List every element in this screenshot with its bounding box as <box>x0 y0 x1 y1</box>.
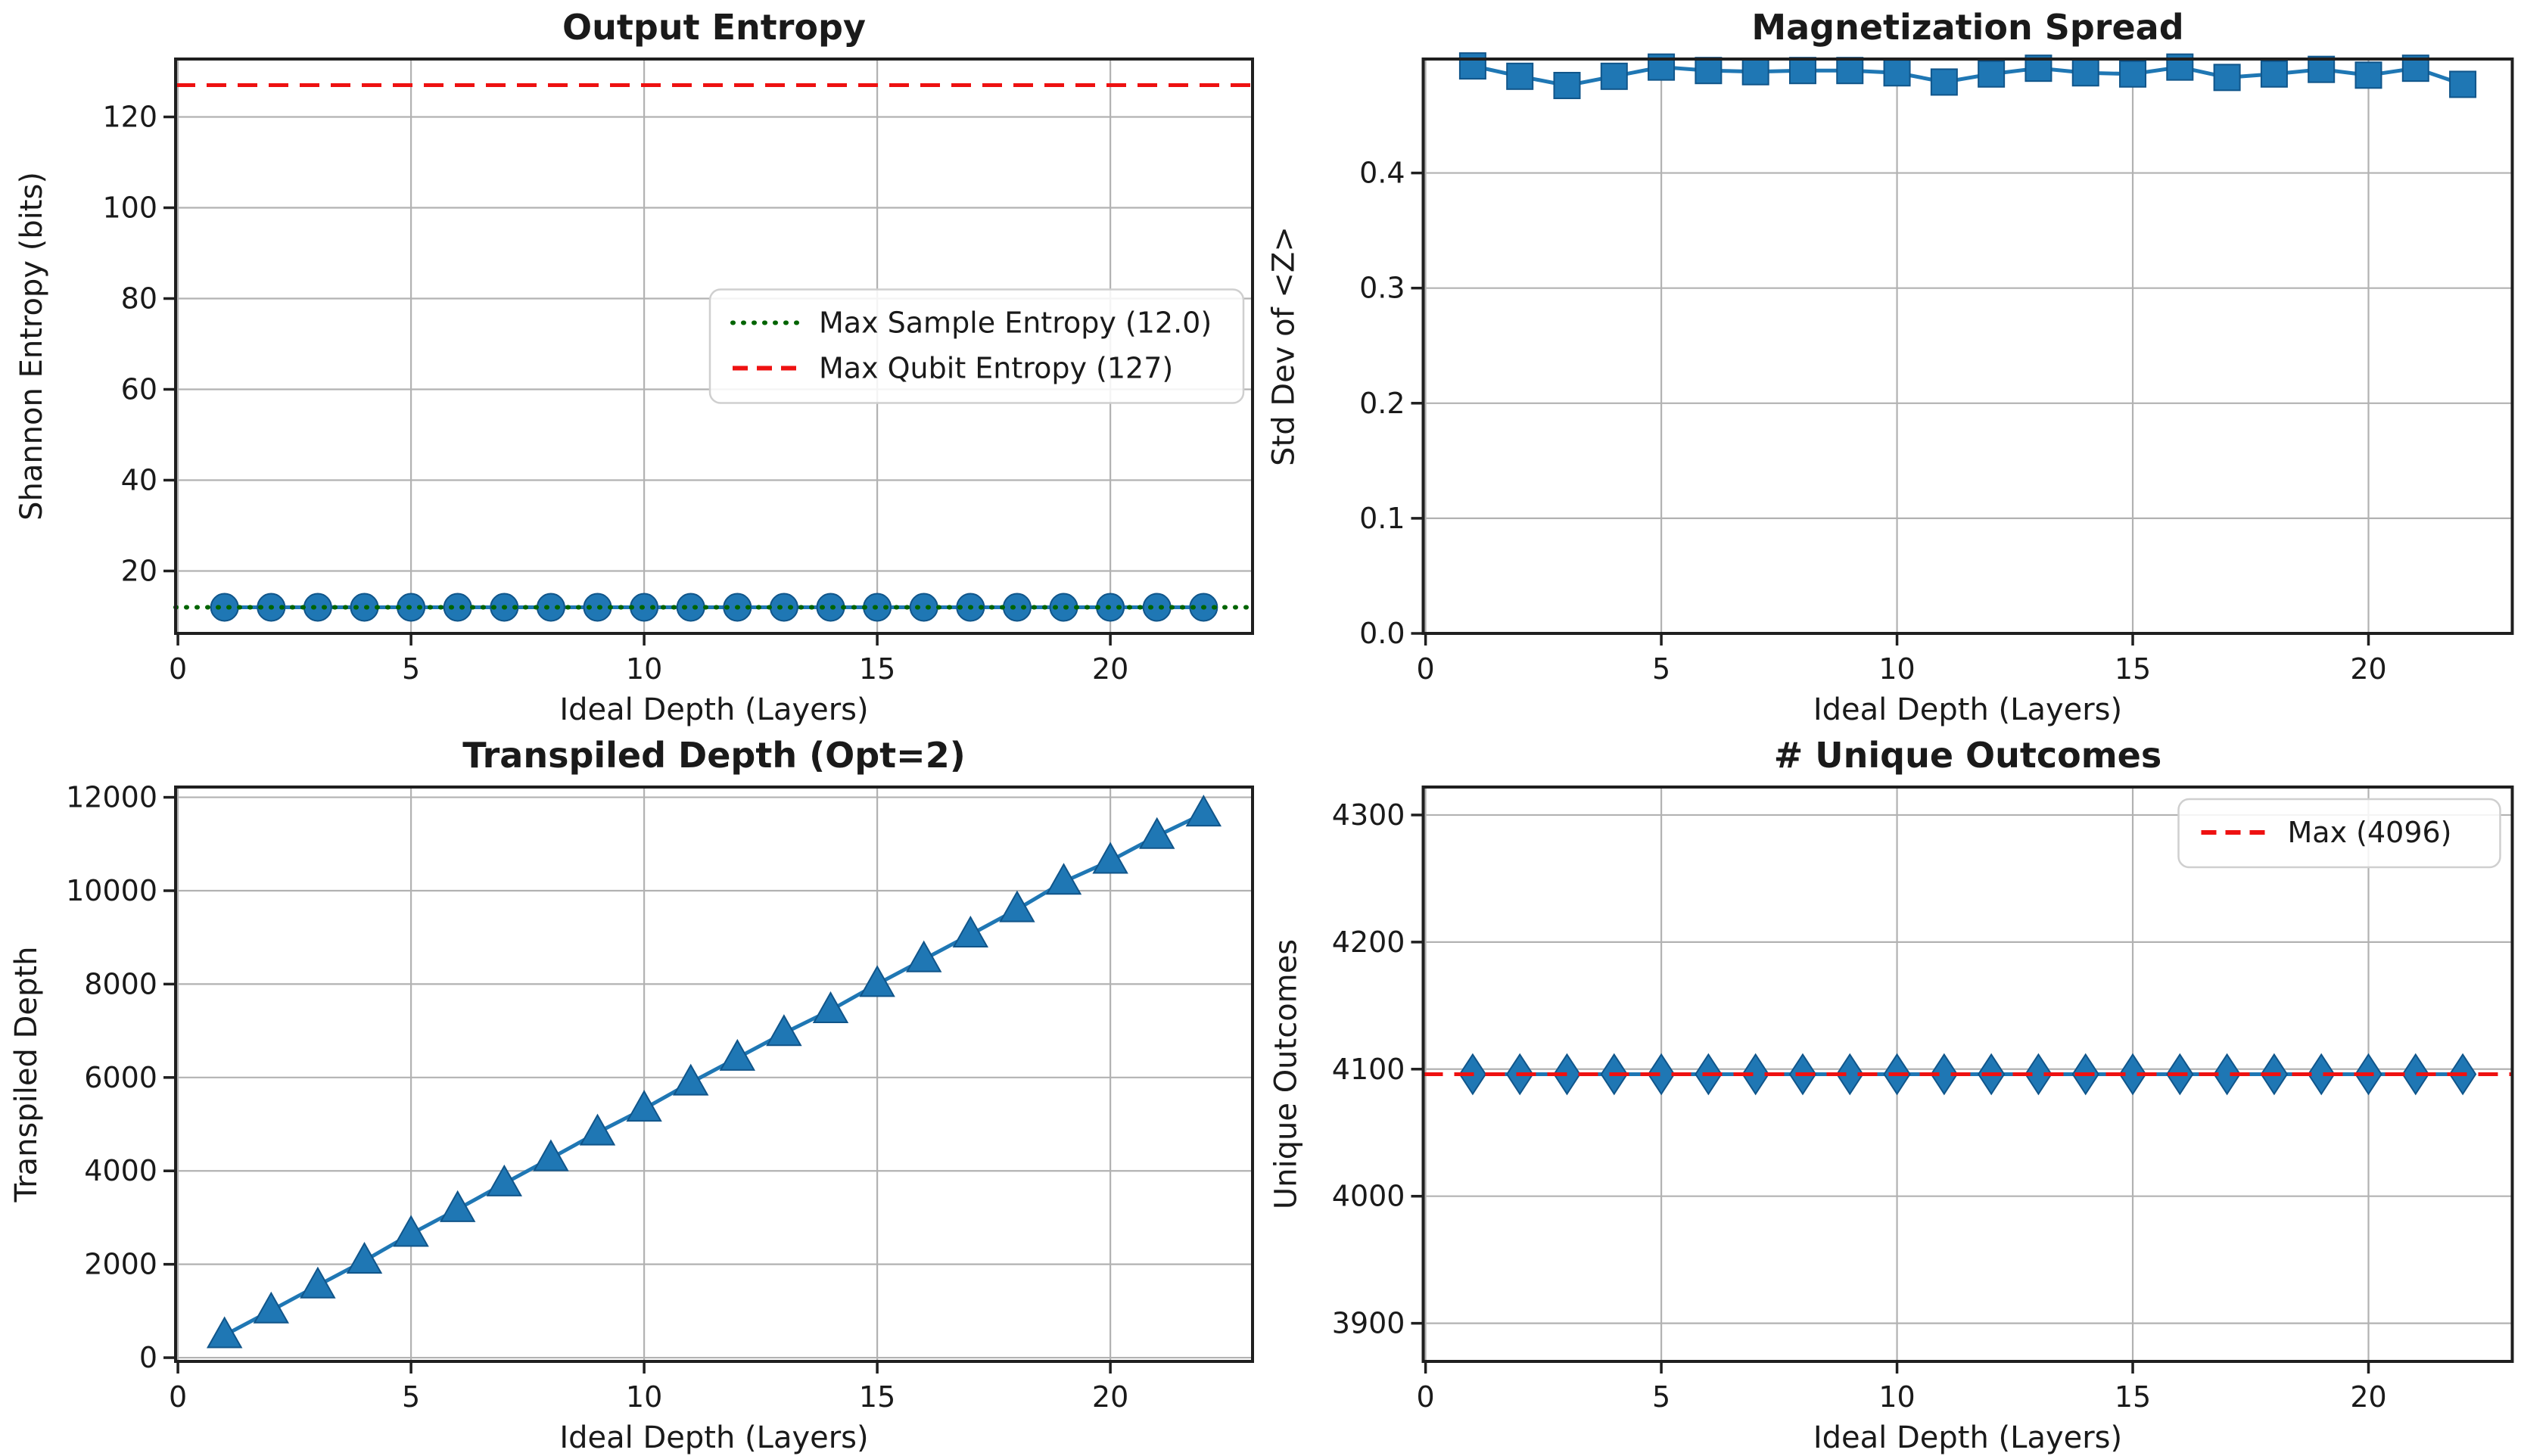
chart-magnetization-spread: 0 5 10 15 20 0.0 0.1 0.2 0.3 0.4 Magnetization Spr… <box>1262 0 2524 728</box>
y-tick-label: 6000 <box>84 1061 157 1094</box>
y-tick-label: 0.4 <box>1359 157 1405 190</box>
data-series <box>1458 52 2477 99</box>
x-tick-label: 10 <box>626 652 662 686</box>
x-tick-label: 10 <box>1878 652 1915 686</box>
y-tick-label: 60 <box>121 373 157 406</box>
chart-title: # Unique Outcomes <box>1774 735 2162 776</box>
x-tick-label: 15 <box>2115 1380 2151 1414</box>
x-tick-label: 10 <box>626 1380 662 1414</box>
x-tick-label: 5 <box>1652 652 1670 686</box>
x-axis-label: Ideal Depth (Layers) <box>559 1420 868 1455</box>
x-tick-label: 15 <box>859 1380 895 1414</box>
axes-frame <box>1421 786 2514 1363</box>
legend-entry-label: Max Sample Entropy (12.0) <box>819 306 1212 340</box>
y-axis-label: Transpiled Depth <box>9 947 44 1203</box>
y-axis-label: Shannon Entropy (bits) <box>14 172 49 521</box>
x-axis-label: Ideal Depth (Layers) <box>1813 1420 2122 1455</box>
axis-text: 0 5 10 15 20 3900 4000 4100 4200 4300 # Unique Out… <box>1269 735 2387 1455</box>
x-tick-label: 10 <box>1878 1380 1915 1414</box>
x-tick-label: 20 <box>1092 1380 1128 1414</box>
y-tick-label: 4100 <box>1332 1053 1405 1086</box>
x-tick-label: 0 <box>169 652 187 686</box>
axis-text: 0 5 10 15 20 0.0 0.1 0.2 0.3 0.4 Magnetization Spr… <box>1267 7 2387 727</box>
axis-ticks <box>1411 814 2370 1374</box>
chart-title: Transpiled Depth (Opt=2) <box>462 735 965 776</box>
legend: Max (4096) <box>2177 798 2501 869</box>
legend: Max Sample Entropy (12.0) Max Qubit Entro… <box>708 288 1245 404</box>
y-axis-label: Unique Outcomes <box>1269 939 1304 1209</box>
y-tick-label: 0.1 <box>1359 502 1405 535</box>
x-tick-label: 0 <box>1417 1380 1435 1414</box>
x-tick-label: 15 <box>859 652 895 686</box>
chart-transpiled-depth-plot: 0 5 10 15 20 0 2000 4000 6000 8000 10000 12000 Trans… <box>9 735 1254 1455</box>
chart-title: Magnetization Spread <box>1751 7 2183 48</box>
y-tick-label: 0.3 <box>1359 272 1405 305</box>
axis-text: 0 5 10 15 20 0 2000 4000 6000 8000 10000 12000 Trans… <box>9 735 1128 1455</box>
x-tick-label: 0 <box>1417 652 1435 686</box>
x-tick-label: 20 <box>1092 652 1128 686</box>
x-tick-label: 20 <box>2350 652 2386 686</box>
axes-frame <box>174 786 1254 1363</box>
chart-magnetization-spread-plot: 0 5 10 15 20 0.0 0.1 0.2 0.3 0.4 Magnetization Spr… <box>1267 7 2514 727</box>
y-tick-label: 12000 <box>66 781 157 814</box>
x-axis-label: Ideal Depth (Layers) <box>1813 692 2122 727</box>
y-tick-label: 100 <box>102 191 157 225</box>
x-tick-label: 15 <box>2115 652 2151 686</box>
chart-output-entropy-plot: 0 5 10 15 20 20 40 60 80 100 120 Output Entropy Idea… <box>14 7 1255 727</box>
y-tick-label: 80 <box>121 282 157 316</box>
y-tick-label: 0 <box>139 1341 157 1374</box>
chart-unique-outcomes-plot: 0 5 10 15 20 3900 4000 4100 4200 4300 # Unique Out… <box>1269 735 2514 1455</box>
axis-ticks <box>1411 171 2370 646</box>
axis-ticks <box>163 115 1112 646</box>
y-axis-label: Std Dev of <Z> <box>1267 226 1302 466</box>
x-tick-label: 20 <box>2350 1380 2386 1414</box>
axis-ticks <box>163 795 1112 1374</box>
axes-frame <box>1421 58 2514 635</box>
y-tick-label: 3900 <box>1332 1307 1405 1340</box>
axes-frame <box>174 58 1254 635</box>
legend-entry-label: Max Qubit Entropy (127) <box>819 352 1173 385</box>
y-tick-label: 120 <box>102 101 157 134</box>
data-series <box>206 795 1222 1349</box>
y-tick-label: 2000 <box>84 1248 157 1281</box>
legend-entry-label: Max (4096) <box>2288 816 2452 849</box>
x-tick-label: 5 <box>1652 1380 1670 1414</box>
y-tick-label: 4000 <box>1332 1180 1405 1213</box>
chart-output-entropy: 0 5 10 15 20 20 40 60 80 100 120 Output Entropy Idea… <box>0 0 1262 728</box>
y-tick-label: 10000 <box>66 874 157 907</box>
chart-unique-outcomes: 0 5 10 15 20 3900 4000 4100 4200 4300 # Unique Out… <box>1262 728 2524 1456</box>
chart-transpiled-depth: 0 5 10 15 20 0 2000 4000 6000 8000 10000 12000 Trans… <box>0 728 1262 1456</box>
y-tick-label: 40 <box>121 464 157 497</box>
x-tick-label: 0 <box>169 1380 187 1414</box>
y-tick-label: 20 <box>121 555 157 588</box>
y-tick-label: 0.0 <box>1359 617 1405 650</box>
x-tick-label: 5 <box>402 652 420 686</box>
y-tick-label: 4000 <box>84 1154 157 1187</box>
chart-title: Output Entropy <box>562 7 866 48</box>
y-tick-label: 0.2 <box>1359 387 1405 420</box>
axis-text: 0 5 10 15 20 20 40 60 80 100 120 Output Entropy Idea… <box>14 7 1128 727</box>
y-tick-label: 4200 <box>1332 926 1405 959</box>
y-tick-label: 8000 <box>84 967 157 1000</box>
x-axis-label: Ideal Depth (Layers) <box>559 692 868 727</box>
gridlines <box>1423 59 2513 635</box>
y-tick-label: 4300 <box>1332 798 1405 832</box>
reference-lines <box>173 83 1255 610</box>
x-tick-label: 5 <box>402 1380 420 1414</box>
